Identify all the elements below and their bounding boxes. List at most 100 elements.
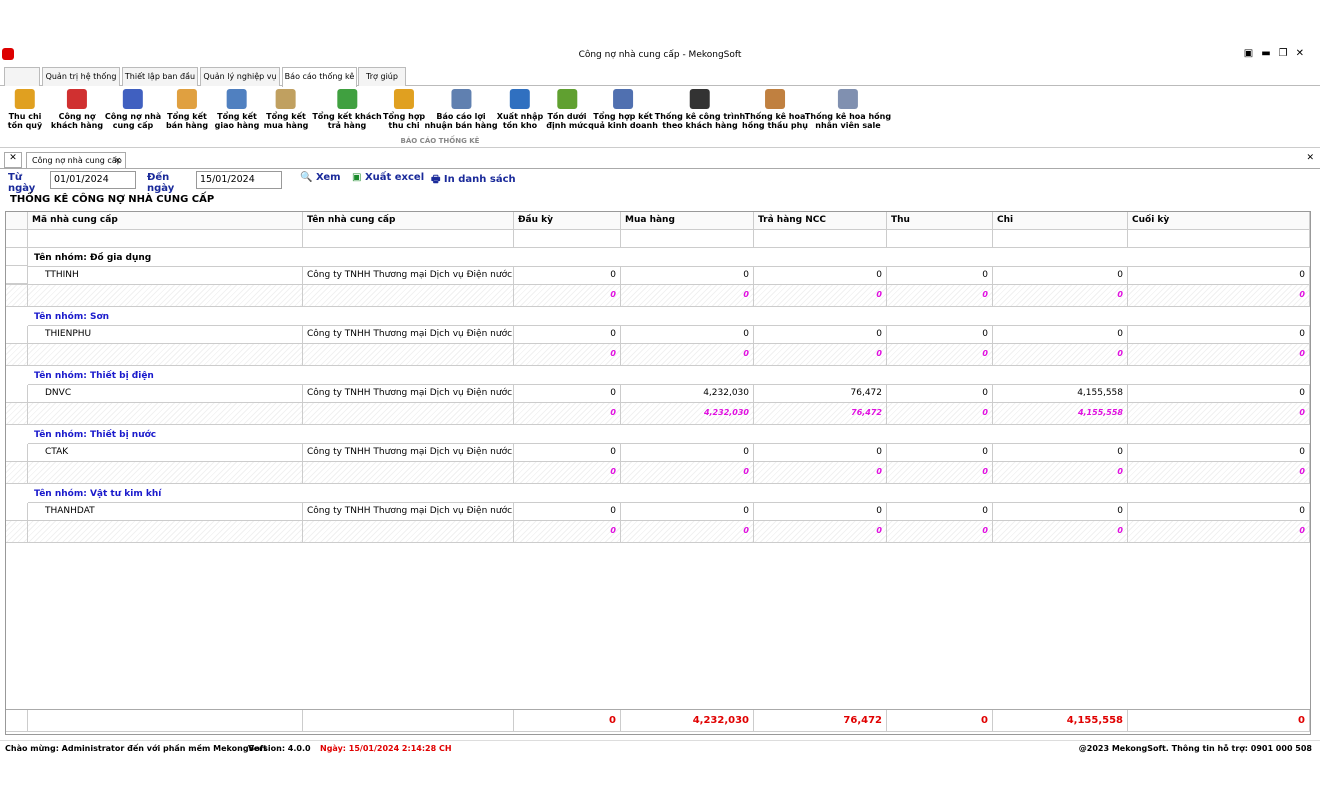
- grid-row: 04,232,03076,47204,155,5580: [6, 403, 1310, 425]
- column-header[interactable]: Thu: [887, 212, 993, 230]
- window-controls[interactable]: ▣▬❐✕: [1244, 48, 1312, 59]
- ribbon-label: Tổng kết mua hàng: [264, 112, 309, 130]
- ribbon-label: Xuất nhập tồn kho: [497, 112, 543, 130]
- column-header[interactable]: Đầu kỳ: [514, 212, 621, 230]
- ribbon-button[interactable]: Công nợ nhà cung cấp: [105, 89, 161, 130]
- icon: [510, 89, 530, 109]
- group-indicator: [6, 248, 28, 266]
- grid-row: THANHDATCông ty TNHH Thương mại Dịch vụ …: [6, 503, 1310, 521]
- document-tab[interactable]: Công nợ nhà cung cấp✕: [26, 152, 126, 168]
- group-total: 0: [514, 521, 621, 543]
- cell: 0: [754, 326, 887, 344]
- column-header[interactable]: Trả hàng NCC: [754, 212, 887, 230]
- ribbon-label: Công nợ khách hàng: [51, 112, 103, 130]
- ribbon-button[interactable]: Báo cáo lợi nhuận bán hàng: [424, 89, 497, 130]
- cell: 0: [514, 326, 621, 344]
- icon: [690, 89, 710, 109]
- filter-cell[interactable]: [887, 230, 993, 248]
- ribbon-button[interactable]: Thống kê công trình theo khách hàng: [655, 89, 746, 130]
- filter-cell[interactable]: [621, 230, 754, 248]
- column-header[interactable]: Mã nhà cung cấp: [28, 212, 303, 230]
- group-header[interactable]: Tên nhóm: Thiết bị nước: [28, 426, 1310, 444]
- group-total: 0: [1128, 344, 1310, 366]
- row-indicator: [6, 267, 28, 285]
- filter-cell[interactable]: [303, 230, 514, 248]
- column-header[interactable]: Mua hàng: [621, 212, 754, 230]
- filter-cell[interactable]: [993, 230, 1128, 248]
- from-date[interactable]: 01/01/2024: [50, 171, 136, 189]
- ribbon-button[interactable]: Thu chi tồn quỹ: [8, 89, 42, 130]
- cell: 0: [1128, 267, 1310, 285]
- group-total: 0: [754, 285, 887, 307]
- grand-total: 0: [514, 710, 621, 732]
- to-date[interactable]: 15/01/2024: [196, 171, 282, 189]
- print-button[interactable]: 🖶 In danh sách: [431, 172, 516, 189]
- ribbon-button[interactable]: Tồn dưới định mức: [546, 89, 587, 130]
- welcome: Chào mừng: Administrator đến với phần mề…: [5, 741, 267, 757]
- icon: [613, 89, 633, 109]
- menu-tab[interactable]: Trợ giúp: [358, 67, 406, 86]
- grid-row: 000000: [6, 462, 1310, 484]
- group-total: 0: [1128, 285, 1310, 307]
- ribbon-label: Thống kê hoa hồng nhân viên sale: [805, 112, 891, 130]
- ribbon-button[interactable]: Thống kê hoa hồng nhân viên sale: [805, 89, 891, 130]
- quick-menu[interactable]: [4, 67, 40, 86]
- ribbon-button[interactable]: Tổng kết mua hàng: [264, 89, 309, 130]
- cell: 0: [1128, 326, 1310, 344]
- from-label: Từ ngày: [8, 172, 35, 194]
- column-header[interactable]: Chi: [993, 212, 1128, 230]
- view-button[interactable]: 🔍 Xem: [300, 172, 341, 183]
- ribbon-button[interactable]: Tổng hợp thu chi: [383, 89, 425, 130]
- grid-row: THIENPHUCông ty TNHH Thương mại Dịch vụ …: [6, 326, 1310, 344]
- grid-row: [6, 230, 1310, 248]
- group-total: 0: [993, 462, 1128, 484]
- filter-cell[interactable]: [28, 230, 303, 248]
- menu-tab[interactable]: Báo cáo thống kê: [282, 67, 357, 87]
- group-total: 0: [514, 462, 621, 484]
- blank: [28, 344, 303, 366]
- blank: [303, 521, 514, 543]
- filter-cell[interactable]: [754, 230, 887, 248]
- cell: 0: [1128, 444, 1310, 462]
- group-total: 0: [621, 344, 754, 366]
- grid-row: 04,232,03076,47204,155,5580: [6, 709, 1310, 732]
- column-header[interactable]: Cuối kỳ: [1128, 212, 1310, 230]
- excel-label: Xuất excel: [365, 172, 424, 183]
- group-header[interactable]: Tên nhóm: Vật tư kim khí: [28, 485, 1310, 503]
- cell: 0: [887, 326, 993, 344]
- group-header[interactable]: Tên nhóm: Sơn: [28, 308, 1310, 326]
- cell: 0: [514, 444, 621, 462]
- group-header[interactable]: Tên nhóm: Đồ gia dụng: [28, 249, 1310, 267]
- filter-cell[interactable]: [514, 230, 621, 248]
- blank: [28, 462, 303, 484]
- menu-tab[interactable]: Thiết lập ban đầu: [122, 67, 198, 86]
- ribbon-button[interactable]: Công nợ khách hàng: [51, 89, 103, 130]
- ribbon-label: Tổng kết bán hàng: [166, 112, 208, 130]
- group-total: 0: [1128, 521, 1310, 543]
- ribbon-button[interactable]: Tổng hợp kết quả kinh doanh: [588, 89, 658, 130]
- excel-button[interactable]: ▣ Xuất excel: [352, 172, 424, 183]
- menu-tab[interactable]: Quản lý nghiệp vụ: [200, 67, 280, 86]
- cell: Công ty TNHH Thương mại Dịch vụ Điện nướ…: [303, 326, 514, 344]
- filter-cell[interactable]: [1128, 230, 1310, 248]
- ribbon-label: Tổng kết giao hàng: [215, 112, 260, 130]
- ribbon-label: Thống kê hoa hồng thầu phụ: [742, 112, 808, 130]
- ribbon-button[interactable]: Tổng kết bán hàng: [166, 89, 208, 130]
- ribbon-button[interactable]: Tổng kết giao hàng: [215, 89, 260, 130]
- ribbon-button[interactable]: Thống kê hoa hồng thầu phụ: [742, 89, 808, 130]
- grid-row: 000000: [6, 344, 1310, 366]
- grid-row: 000000: [6, 521, 1310, 543]
- group-total: 0: [754, 521, 887, 543]
- ribbon-label: Báo cáo lợi nhuận bán hàng: [424, 112, 497, 130]
- close-all[interactable]: ✕: [4, 152, 22, 168]
- grand-total: 0: [1128, 710, 1310, 732]
- ribbon-button[interactable]: Xuất nhập tồn kho: [497, 89, 543, 130]
- close-tab[interactable]: ✕: [1306, 153, 1314, 163]
- menu-tab[interactable]: Quản trị hệ thống: [42, 67, 120, 86]
- group-header[interactable]: Tên nhóm: Thiết bị điện: [28, 367, 1310, 385]
- ribbon-button[interactable]: Tổng kết khách trả hàng: [312, 89, 381, 130]
- ribbon-label: Thống kê công trình theo khách hàng: [655, 112, 746, 130]
- column-header[interactable]: Tên nhà cung cấp: [303, 212, 514, 230]
